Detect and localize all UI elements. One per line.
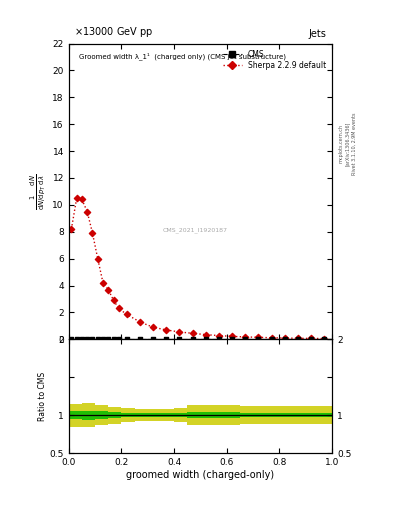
Point	[79, 196, 85, 204]
Point	[105, 335, 112, 344]
Text: Jets: Jets	[309, 29, 327, 39]
Point	[163, 326, 169, 334]
Y-axis label: Ratio to CMS: Ratio to CMS	[38, 372, 47, 421]
Point	[268, 334, 275, 342]
Point	[229, 332, 235, 340]
Point	[229, 335, 235, 344]
Point	[100, 279, 106, 287]
Point	[295, 334, 301, 343]
Point	[255, 335, 261, 344]
Point	[281, 335, 288, 344]
Point	[281, 334, 288, 342]
Point	[176, 335, 182, 344]
Point	[202, 331, 209, 339]
Point	[84, 207, 90, 216]
Point	[137, 335, 143, 344]
Point	[123, 335, 130, 344]
Point	[100, 335, 106, 344]
Y-axis label: $\frac{1}{\mathrm{d}N/\mathrm{d}p_{T}}\frac{\mathrm{d}N}{\mathrm{d}\lambda}$: $\frac{1}{\mathrm{d}N/\mathrm{d}p_{T}}\f…	[29, 174, 48, 209]
Point	[255, 333, 261, 342]
Point	[242, 333, 248, 341]
Point	[137, 318, 143, 326]
Point	[189, 329, 196, 337]
Point	[110, 296, 117, 305]
Point	[95, 254, 101, 263]
Point	[89, 229, 95, 237]
Point	[163, 335, 169, 344]
Point	[79, 335, 85, 344]
Point	[116, 335, 122, 344]
Point	[95, 335, 101, 344]
Point	[308, 334, 314, 343]
Point	[150, 335, 156, 344]
Point	[202, 335, 209, 344]
Text: Groomed width λ_1¹  (charged only) (CMS jet substructure): Groomed width λ_1¹ (charged only) (CMS j…	[79, 52, 286, 60]
Text: [arXiv:1306.3436]: [arXiv:1306.3436]	[345, 121, 350, 165]
Point	[321, 335, 327, 344]
Point	[295, 335, 301, 344]
Text: CMS_2021_I1920187: CMS_2021_I1920187	[163, 227, 228, 233]
Point	[68, 225, 75, 233]
Point	[321, 334, 327, 343]
Point	[150, 323, 156, 331]
Text: $\times$13000 GeV pp: $\times$13000 GeV pp	[74, 25, 154, 39]
Point	[242, 335, 248, 344]
Point	[123, 310, 130, 318]
Text: Rivet 3.1.10, 2.9M events: Rivet 3.1.10, 2.9M events	[351, 112, 356, 175]
Point	[73, 335, 80, 344]
Text: mcplots.cern.ch: mcplots.cern.ch	[339, 124, 344, 163]
Point	[189, 335, 196, 344]
Point	[84, 335, 90, 344]
X-axis label: groomed width (charged-only): groomed width (charged-only)	[127, 470, 274, 480]
Point	[216, 331, 222, 339]
Point	[105, 286, 112, 294]
Point	[216, 335, 222, 344]
Point	[308, 335, 314, 344]
Point	[68, 335, 75, 344]
Point	[176, 328, 182, 336]
Point	[89, 335, 95, 344]
Point	[73, 194, 80, 202]
Point	[110, 335, 117, 344]
Legend: CMS, Sherpa 2.2.9 default: CMS, Sherpa 2.2.9 default	[220, 47, 328, 72]
Point	[268, 335, 275, 344]
Point	[116, 304, 122, 312]
